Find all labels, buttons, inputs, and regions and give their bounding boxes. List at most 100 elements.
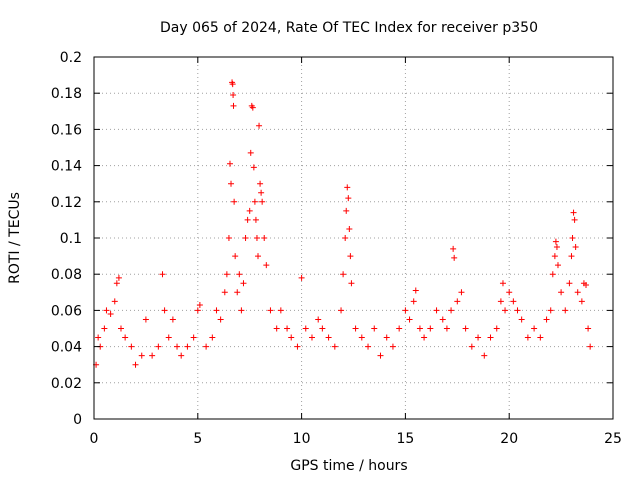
data-point — [499, 280, 506, 287]
data-point — [255, 253, 262, 260]
data-point — [439, 316, 446, 323]
data-point — [427, 325, 434, 332]
y-tick-label: 0.14 — [51, 159, 82, 175]
x-tick-label: 5 — [193, 431, 202, 447]
data-point — [213, 307, 220, 314]
data-point — [165, 334, 172, 341]
y-tick-label: 0.12 — [51, 195, 82, 211]
data-point — [230, 92, 237, 99]
data-point — [553, 244, 560, 251]
data-point — [138, 352, 145, 359]
data-point — [562, 307, 569, 314]
data-point — [273, 325, 280, 332]
y-tick-label: 0.18 — [51, 86, 82, 102]
data-point — [238, 307, 245, 314]
data-point — [174, 343, 181, 350]
y-tick-label: 0 — [73, 412, 82, 428]
data-point — [518, 316, 525, 323]
data-point — [587, 343, 594, 350]
data-point — [566, 280, 573, 287]
data-point — [155, 343, 162, 350]
data-point — [196, 301, 203, 308]
data-point — [443, 325, 450, 332]
data-point — [169, 316, 176, 323]
data-point — [493, 325, 500, 332]
data-point — [383, 334, 390, 341]
data-point — [551, 253, 558, 260]
data-point — [410, 298, 417, 305]
data-point — [190, 334, 197, 341]
data-point — [325, 334, 332, 341]
data-point — [159, 271, 166, 278]
data-point — [194, 307, 201, 314]
data-point — [142, 316, 149, 323]
data-point — [549, 271, 556, 278]
y-tick-labels: 0 0.02 0.04 0.06 0.08 0.1 0.12 0.14 0.16 0.18 0.2 — [51, 50, 82, 428]
data-point — [95, 334, 102, 341]
x-tick-label: 20 — [500, 431, 518, 447]
data-point — [487, 334, 494, 341]
data-point — [514, 307, 521, 314]
data-point — [458, 289, 465, 296]
y-tick-label: 0.16 — [51, 122, 82, 138]
data-point — [358, 334, 365, 341]
data-point — [161, 307, 168, 314]
data-point — [365, 343, 372, 350]
data-point — [421, 334, 428, 341]
data-point — [558, 289, 565, 296]
data-point — [342, 235, 349, 241]
x-tick-label: 15 — [396, 431, 414, 447]
data-point — [225, 235, 232, 241]
data-point — [506, 289, 513, 296]
data-point — [267, 307, 274, 314]
data-point — [569, 235, 576, 241]
y-axis-label: ROTI / TECUs — [7, 192, 23, 284]
data-point — [249, 104, 256, 111]
data-point — [184, 343, 191, 350]
data-point — [377, 352, 384, 359]
data-point — [510, 298, 517, 305]
data-point — [578, 298, 585, 305]
y-tick-label: 0.2 — [60, 50, 82, 66]
data-point — [315, 316, 322, 323]
data-point — [571, 216, 578, 223]
data-point — [101, 325, 108, 332]
data-point — [402, 307, 409, 314]
data-point — [257, 180, 264, 187]
data-point — [253, 235, 260, 241]
x-axis-label: GPS time / hours — [290, 458, 407, 474]
data-point — [345, 195, 352, 202]
data-point — [244, 216, 251, 223]
data-point — [338, 307, 345, 314]
data-point — [497, 298, 504, 305]
data-point — [543, 316, 550, 323]
data-point — [352, 325, 359, 332]
data-point — [122, 334, 129, 341]
data-point — [451, 254, 458, 261]
data-point — [574, 289, 581, 296]
data-point — [340, 271, 347, 278]
data-point — [178, 352, 185, 359]
data-point — [371, 325, 378, 332]
data-point — [583, 282, 590, 289]
data-point — [468, 343, 475, 350]
data-point — [319, 325, 326, 332]
data-point — [232, 253, 239, 260]
data-point — [258, 189, 265, 196]
data-point — [128, 343, 135, 350]
data-point — [250, 164, 257, 171]
data-point — [454, 298, 461, 305]
data-point — [259, 198, 266, 205]
data-point — [252, 216, 259, 223]
data-point — [552, 238, 559, 245]
data-point — [346, 225, 353, 232]
data-point — [288, 334, 295, 341]
data-point — [537, 334, 544, 341]
data-point — [217, 316, 224, 323]
data-point — [547, 307, 554, 314]
data-point — [251, 198, 258, 205]
y-tick-label: 0.04 — [51, 340, 82, 356]
grid-lines — [94, 57, 613, 419]
y-tick-label: 0.1 — [60, 231, 82, 247]
